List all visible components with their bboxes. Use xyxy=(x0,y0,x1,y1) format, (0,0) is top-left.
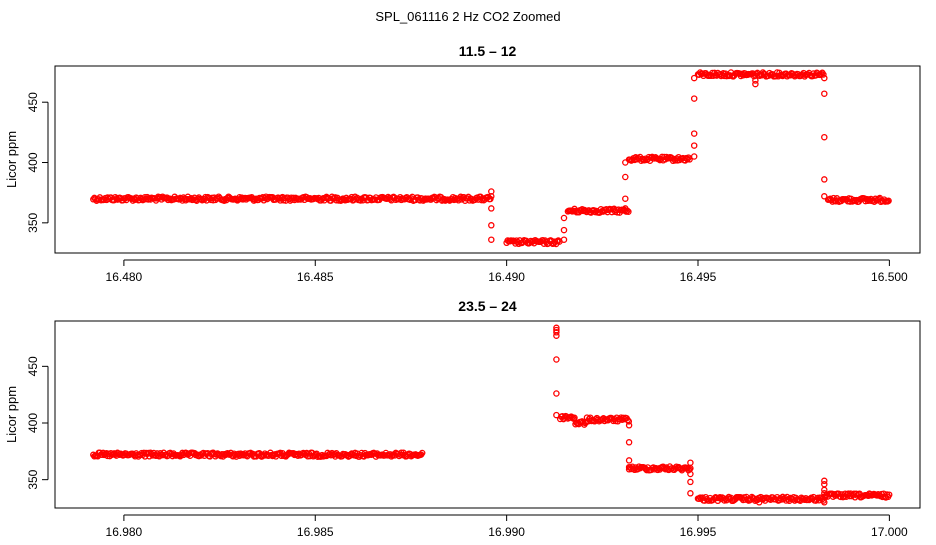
data-point xyxy=(622,173,629,181)
data-point xyxy=(553,411,560,419)
data-point xyxy=(821,486,828,494)
data-point xyxy=(885,491,893,498)
data-point xyxy=(418,449,426,457)
data-point xyxy=(687,490,694,497)
data-point xyxy=(690,153,698,160)
x-tick-label: 16.990 xyxy=(488,525,525,539)
x-tick-label: 16.980 xyxy=(106,525,143,539)
data-point xyxy=(488,205,495,212)
data-point xyxy=(690,74,698,82)
data-point xyxy=(687,470,694,478)
data-point xyxy=(821,176,828,183)
x-tick-label: 16.480 xyxy=(106,270,143,284)
data-point xyxy=(821,90,828,97)
data-point xyxy=(625,457,633,464)
y-tick-label: 350 xyxy=(26,213,40,233)
data-point xyxy=(560,236,568,243)
chart-panel-bottom: 23.5 – 24 16.980 16.985 16.990 16.995 17.000 3… xyxy=(4,298,921,539)
data-point xyxy=(690,130,698,137)
data-point xyxy=(686,156,693,163)
data-point xyxy=(821,193,828,200)
panel-title: 23.5 – 24 xyxy=(458,298,517,314)
figure-suptitle: SPL_061116 2 Hz CO2 Zoomed xyxy=(375,9,560,24)
y-tick-label: 450 xyxy=(26,356,40,376)
data-point xyxy=(752,80,759,88)
data-point xyxy=(622,195,629,202)
data-point xyxy=(653,465,660,472)
x-tick-label: 16.495 xyxy=(680,270,717,284)
data-point xyxy=(690,95,698,102)
data-point xyxy=(488,193,495,200)
data-point xyxy=(821,477,828,485)
data-point xyxy=(687,459,694,466)
data-point xyxy=(553,324,560,332)
data-point xyxy=(821,74,828,82)
x-tick-label: 16.500 xyxy=(871,270,908,284)
y-axis-label: Licor ppm xyxy=(4,386,19,443)
data-point xyxy=(885,197,892,205)
data-point xyxy=(651,155,658,162)
data-point xyxy=(553,329,560,336)
data-point xyxy=(553,332,560,339)
plot-frame xyxy=(54,320,921,509)
y-tick-label: 450 xyxy=(26,92,40,112)
data-point xyxy=(140,449,148,457)
plot-frame xyxy=(54,65,921,254)
data-point xyxy=(687,478,694,486)
data-point xyxy=(821,480,828,488)
y-tick-label: 350 xyxy=(26,469,40,489)
data-point xyxy=(821,133,828,141)
data-point xyxy=(560,226,568,234)
data-point xyxy=(820,71,827,78)
data-point xyxy=(821,490,828,497)
data-point xyxy=(625,463,633,471)
data-points xyxy=(90,324,893,506)
x-tick-label: 16.490 xyxy=(488,270,525,284)
data-point xyxy=(594,416,602,424)
y-axis-label: Licor ppm xyxy=(4,131,19,188)
panel-title: 11.5 – 12 xyxy=(459,43,517,59)
data-point xyxy=(821,499,828,506)
y-tick-label: 400 xyxy=(26,152,40,172)
data-points xyxy=(90,69,892,248)
data-point xyxy=(622,159,629,166)
data-point xyxy=(755,499,763,506)
x-tick-label: 17.000 xyxy=(871,525,908,539)
data-point xyxy=(622,205,629,212)
x-tick-label: 16.985 xyxy=(297,525,334,539)
data-point xyxy=(625,422,633,429)
data-point xyxy=(625,418,633,425)
data-point xyxy=(625,439,633,446)
x-tick-label: 16.995 xyxy=(680,525,717,539)
data-point xyxy=(690,142,698,149)
data-point xyxy=(488,222,495,229)
data-point xyxy=(626,156,634,163)
y-tick-label: 400 xyxy=(26,413,40,433)
data-point xyxy=(566,414,574,421)
data-point xyxy=(752,77,759,84)
data-point xyxy=(622,208,630,215)
chart-panel-top: 11.5 – 12 16.480 16.485 16.490 16.495 16.500 3… xyxy=(4,43,921,284)
data-point xyxy=(553,356,560,363)
data-point xyxy=(553,390,560,397)
data-point xyxy=(488,236,495,243)
x-tick-label: 16.485 xyxy=(297,270,334,284)
data-point xyxy=(560,214,568,222)
